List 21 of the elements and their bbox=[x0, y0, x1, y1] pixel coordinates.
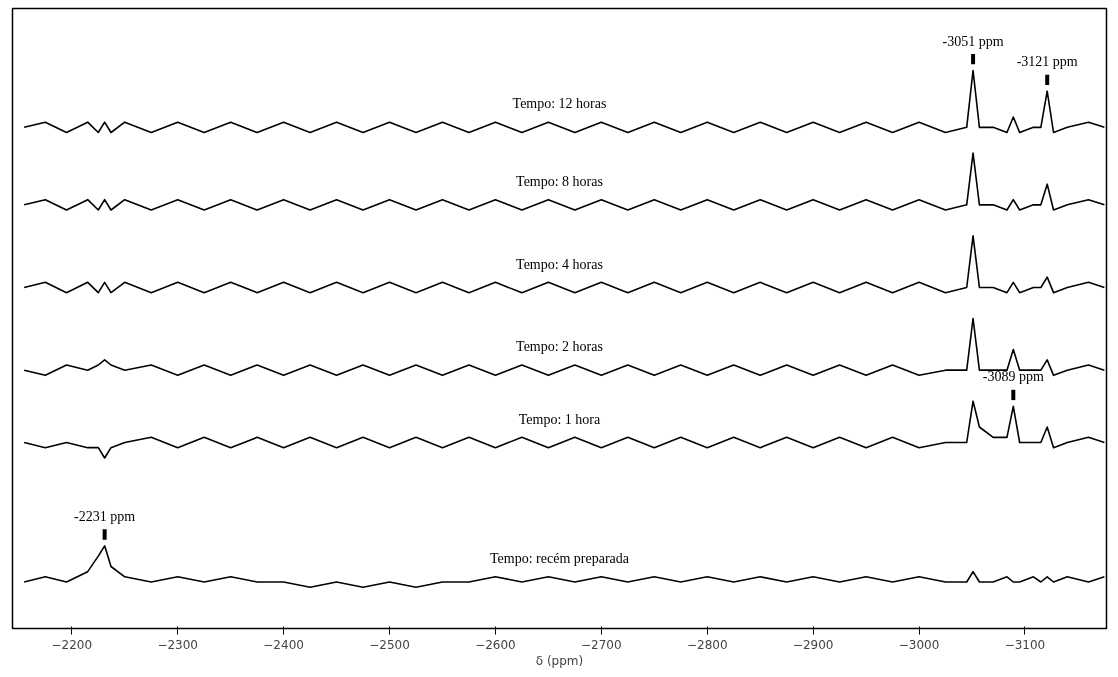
x-tick-label: −3100 bbox=[1004, 637, 1046, 652]
x-tick-label: −3000 bbox=[898, 637, 940, 652]
series-label: Tempo: recém preparada bbox=[490, 551, 630, 566]
annotation: -2231 ppm bbox=[74, 508, 136, 524]
x-tick-label: −2600 bbox=[475, 637, 516, 652]
series-label: Tempo: 8 horas bbox=[516, 173, 603, 189]
series-label: Tempo: 2 horas bbox=[516, 339, 603, 355]
annotation: -3121 ppm bbox=[1016, 54, 1078, 70]
series-label: Tempo: 1 hora bbox=[518, 411, 602, 427]
series-label: Tempo: 4 horas bbox=[516, 256, 603, 272]
x-tick-label: −2900 bbox=[792, 637, 834, 652]
x-tick-label: −2300 bbox=[157, 637, 199, 652]
annotation: -3089 ppm bbox=[982, 369, 1044, 385]
x-tick-label: −2400 bbox=[263, 637, 304, 652]
annotation: -3051 ppm bbox=[942, 33, 1004, 49]
x-tick-label: −2700 bbox=[581, 637, 622, 652]
x-tick-label: −2200 bbox=[51, 637, 93, 652]
x-tick-label: −2500 bbox=[369, 637, 410, 652]
series-label: Tempo: 12 horas bbox=[512, 96, 607, 112]
x-tick-label: −2800 bbox=[686, 637, 728, 652]
x-axis-title: δ (ppm) bbox=[535, 653, 584, 668]
